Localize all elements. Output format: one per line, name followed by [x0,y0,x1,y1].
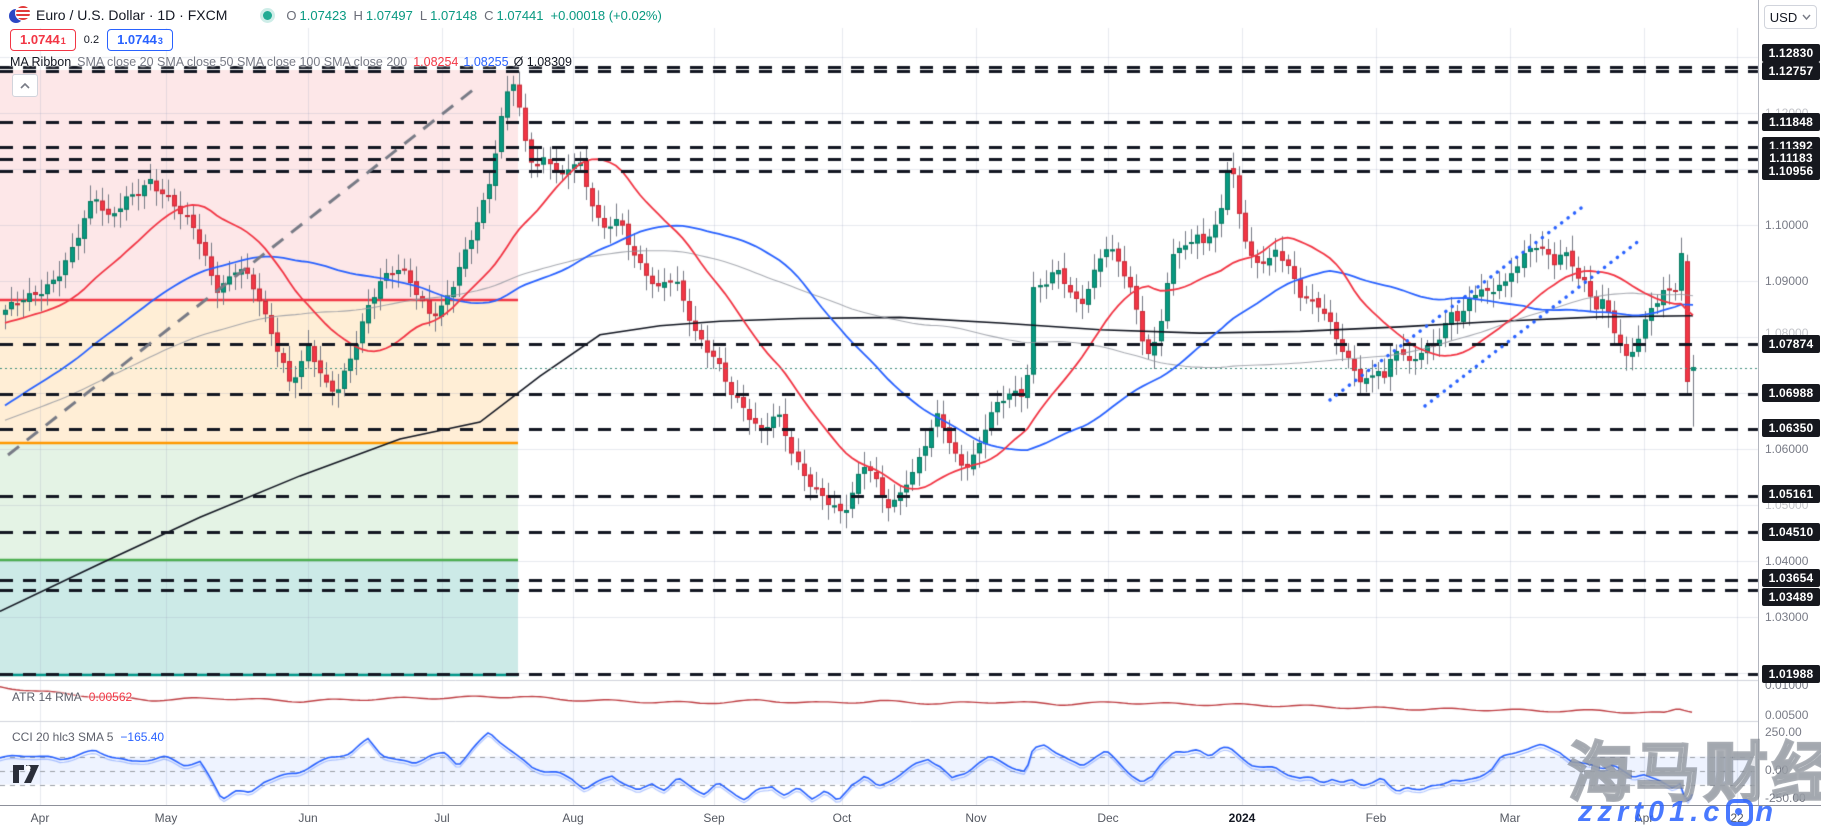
currency-dropdown[interactable]: USD [1764,5,1817,29]
price-level-badge: 1.05161 [1762,485,1820,503]
time-axis-label: Oct [832,811,852,825]
collapse-legend-button[interactable] [12,74,38,97]
chevron-up-icon [20,82,30,89]
scale-grid-label: 0.00500 [1765,708,1809,722]
indicator-legend[interactable]: MA Ribbon SMA close 20 SMA close 50 SMA … [10,55,577,69]
high-value: 1.07497 [365,7,413,23]
time-axis-label: Apr [1634,811,1654,825]
symbol-pair-icon[interactable] [8,5,31,25]
scale-grid-label: 1.04000 [1765,554,1809,568]
price-level-badge: 1.03489 [1762,588,1820,606]
indicator-value: 1.08254 [413,55,459,69]
indicator-values: 1.08254 1.08255 Ø 1.08309 [413,55,577,69]
scale-grid-label: 1.09000 [1765,274,1809,288]
low-label: L [419,7,428,23]
close-label: C [484,7,494,23]
buy-button[interactable]: 1.0744 3 [107,29,173,51]
tradingview-logo[interactable] [12,764,46,789]
chevron-down-icon [1802,14,1811,20]
scale-grid-label: 250.00 [1765,725,1802,739]
cci-indicator-legend[interactable]: CCI 20 hlc3 SMA 5 −165.40 [12,730,164,744]
time-axis-label: Jun [298,811,318,825]
ohlc-readout: O 1.07423 H 1.07497 L 1.07148 C 1.07441 … [286,8,661,23]
scale-grid-label: 1.03000 [1765,610,1809,624]
symbol-title[interactable]: Euro / U.S. Dollar · 1D · FXCM [36,7,228,23]
time-axis[interactable]: Apr May Jun Jul Aug Sep Oct Nov Dec 2024 Feb Mar Apr… [0,805,1821,830]
atr-value: 0.00562 [88,690,133,704]
atr-indicator-legend[interactable]: ATR 14 RMA 0.00562 [12,690,132,704]
time-axis-label: Dec [1097,811,1119,825]
change-value: +0.00018 (+0.02%) [550,7,662,23]
time-axis-label: 22 [1730,811,1744,825]
time-axis-label: Sep [703,811,725,825]
scale-grid-label: -250.00 [1765,791,1806,805]
tradingview-logo-icon [13,765,39,783]
price-level-badge: 1.07874 [1762,335,1820,353]
indicator-value: 1.08255 [463,55,509,69]
cci-label: CCI 20 hlc3 SMA 5 [12,730,114,744]
indicator-name: MA Ribbon [10,55,72,69]
time-axis-label: Jul [434,811,450,825]
high-label: H [353,7,363,23]
buy-price: 1.0744 [117,32,157,47]
quote-panel: 1.0744 1 0.2 1.0744 3 [10,29,173,51]
scale-grid-label: 1.06000 [1765,442,1809,456]
time-axis-label: Nov [965,811,987,825]
sell-price: 1.0744 [20,32,60,47]
cci-value: −165.40 [120,730,165,744]
time-axis-label: Mar [1499,811,1521,825]
time-axis-label: May [154,811,178,825]
time-axis-label: Apr [30,811,50,825]
price-scale[interactable]: USD 1.120001.100001.090001.080001.060001… [1758,0,1821,805]
open-value: 1.07423 [299,7,347,23]
buy-pip: 3 [157,36,163,46]
close-value: 1.07441 [496,7,544,23]
indicator-value: Ø 1.08309 [513,55,572,69]
currency-label: USD [1769,9,1798,25]
price-level-badge: 1.06350 [1762,419,1820,437]
time-axis-label: Aug [562,811,584,825]
price-level-badge: 1.01988 [1762,665,1820,683]
price-level-badge: 1.10956 [1762,162,1820,180]
price-level-badge: 1.11848 [1762,113,1820,131]
price-level-badge: 1.12830 [1762,44,1820,62]
scale-grid-label: 0.00 [1765,763,1789,777]
time-axis-label: Feb [1365,811,1387,825]
time-axis-label: 2024 [1228,811,1256,825]
indicator-params: SMA close 20 SMA close 50 SMA close 100 … [77,55,408,69]
price-level-badge: 1.06988 [1762,384,1820,402]
price-level-badge: 1.03654 [1762,569,1820,587]
sell-button[interactable]: 1.0744 1 [10,29,76,51]
symbol-header: Euro / U.S. Dollar · 1D · FXCM O 1.07423… [8,5,662,25]
price-level-badge: 1.12757 [1762,62,1820,80]
price-level-badge: 1.04510 [1762,523,1820,541]
market-open-dot-icon[interactable] [263,10,273,20]
spread-value: 0.2 [83,34,100,46]
sell-pip: 1 [60,36,66,46]
open-label: O [286,7,297,23]
atr-label: ATR 14 RMA [12,690,82,704]
scale-grid-label: 1.10000 [1765,218,1809,232]
low-value: 1.07148 [430,7,478,23]
